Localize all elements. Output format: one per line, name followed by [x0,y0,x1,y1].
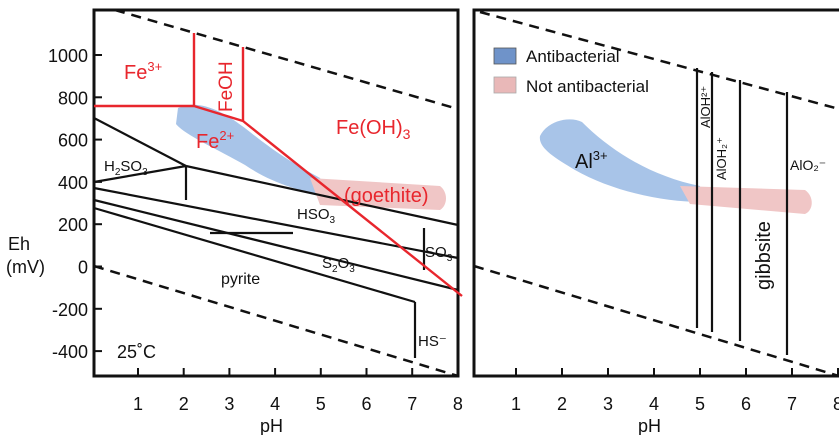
x-tick-label: 7 [787,394,797,414]
label-fe3: Fe3+ [124,59,162,84]
legend-label-antibacterial: Antibacterial [526,47,620,66]
x-tick-label: 8 [833,394,839,414]
x-tick-label: 4 [649,394,659,414]
left-panel: Fe3+ FeOH Fe2+ Fe(OH)3 (goethite) H2SO3 … [6,8,463,435]
y-tick-label: 200 [58,215,88,235]
y-tick-label: 0 [78,258,88,278]
label-temperature: 25˚C [117,342,156,362]
label-s2o3: S2O3 [322,255,355,275]
legend: Antibacterial Not antibacterial [493,47,649,96]
legend-swatch-not-antibacterial [493,76,517,94]
lower-water-line-right [473,264,839,378]
upper-water-line-left [114,8,459,111]
y-tick-label: -400 [52,342,88,362]
x-tick-label: 4 [270,394,280,414]
not-antibacterial-band-right [680,186,812,214]
y-axis: 1000 800 600 400 200 0 -200 -400 [48,46,102,362]
label-alo2: AlO₂⁻ [790,157,826,173]
label-hso3: HSO3 [297,206,336,226]
x-tick-label: 3 [224,394,234,414]
x-tick-label: 5 [695,394,705,414]
legend-swatch-antibacterial [493,47,517,65]
label-so3: SO3 [425,244,453,264]
x-axis-right: 1 2 3 4 5 6 7 8 [511,368,839,414]
antibacterial-band-left [176,104,330,196]
x-tick-label: 2 [179,394,189,414]
label-pyrite: pyrite [221,271,260,288]
label-hs: HS⁻ [418,333,447,350]
x-tick-label: 8 [453,394,463,414]
x-tick-label: 1 [133,394,143,414]
x-tick-label: 6 [361,394,371,414]
label-goethite: (goethite) [344,185,429,207]
x-tick-label: 7 [407,394,417,414]
y-tick-label: -200 [52,300,88,320]
lower-water-line-left [93,264,459,378]
y-tick-label: 400 [58,173,88,193]
iron-boundaries [94,33,463,297]
right-panel: Antibacterial Not antibacterial Al3+ AlO… [472,8,839,435]
y-tick-label: 800 [58,88,88,108]
label-aloh2: AlOH²⁺ [698,86,713,128]
legend-label-not-antibacterial: Not antibacterial [526,77,649,96]
x-tick-label: 3 [603,394,613,414]
x-tick-label: 1 [511,394,521,414]
aluminum-boundaries [695,68,789,355]
y-axis-title-mv: (mV) [6,257,45,277]
label-al3: Al3+ [575,148,608,173]
label-fe2: Fe2+ [196,128,234,153]
x-axis-title-right: pH [638,416,661,435]
y-tick-label: 1000 [48,46,88,66]
x-axis-title-left: pH [260,416,283,435]
label-feoh: FeOH [216,61,237,112]
y-axis-title-eh: Eh [8,234,30,254]
label-feoh3: Fe(OH)3 [336,117,411,142]
x-tick-label: 2 [557,394,567,414]
x-tick-label: 6 [741,394,751,414]
upper-water-line-right [479,10,839,111]
label-h2so3: H2SO3 [104,158,148,178]
antibacterial-band-right [539,119,702,202]
label-gibbsite: gibbsite [753,221,775,290]
y-tick-label: 600 [58,131,88,151]
label-aloh2plus: AlOH₂⁺ [714,137,729,180]
sulfur-boundaries [93,117,459,358]
right-frame [472,8,839,378]
x-axis-left: 1 2 3 4 5 6 7 8 [133,368,463,414]
x-tick-label: 5 [316,394,326,414]
